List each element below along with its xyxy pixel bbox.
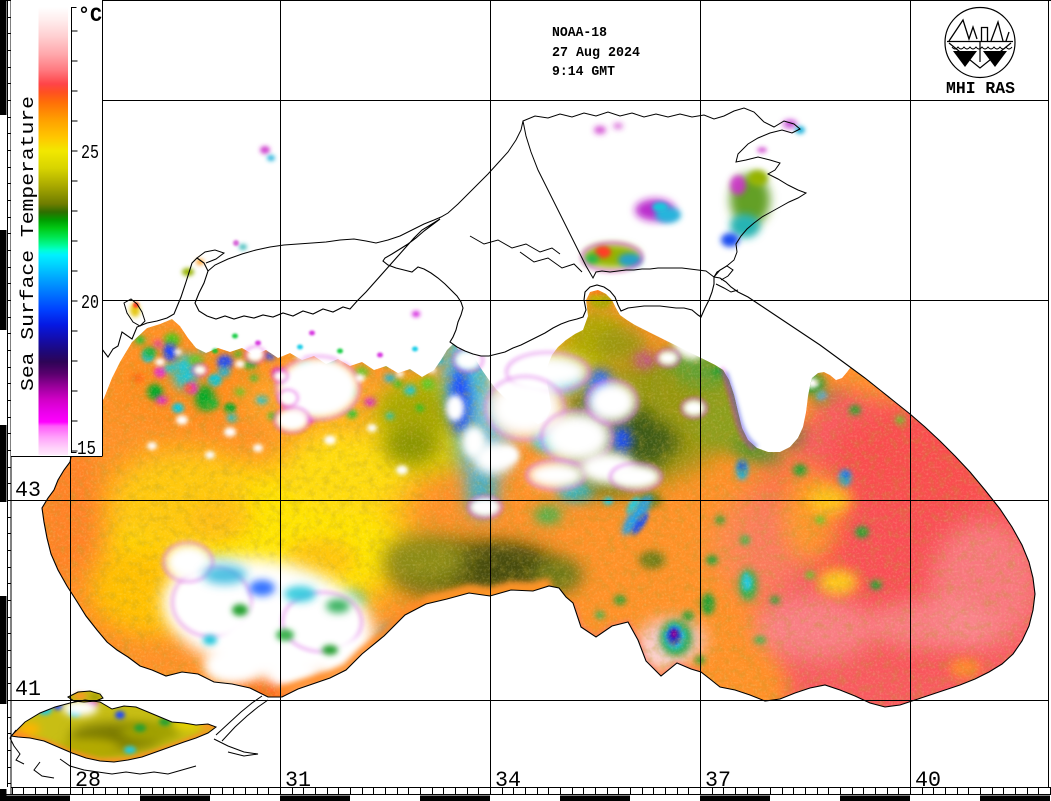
svg-text:37: 37 [705,768,731,793]
svg-text:27 Aug 2024: 27 Aug 2024 [552,46,640,61]
svg-text:41: 41 [15,677,41,702]
svg-text:40: 40 [915,768,941,793]
svg-text:20: 20 [81,292,99,314]
svg-text:28: 28 [75,768,101,793]
svg-text:9:14 GMT: 9:14 GMT [552,65,615,80]
svg-text:Sea Surface Temperature: Sea Surface Temperature [19,96,39,391]
svg-text:MHI RAS: MHI RAS [946,80,1015,99]
svg-text:25: 25 [81,142,99,164]
svg-text:31: 31 [285,768,311,793]
svg-text:43: 43 [15,478,41,503]
svg-text:34: 34 [495,768,521,793]
svg-text:NOAA-18: NOAA-18 [552,26,607,41]
svg-text:15: 15 [77,438,96,460]
svg-text:°C: °C [78,5,102,28]
